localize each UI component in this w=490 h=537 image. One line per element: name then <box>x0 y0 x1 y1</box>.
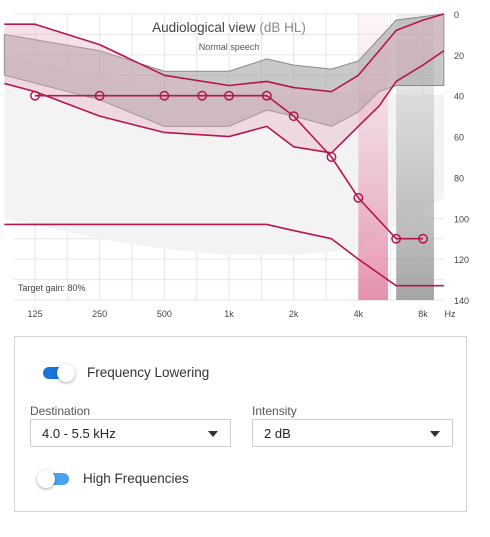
gray-range-area <box>3 13 445 127</box>
chart-title: Audiological view (dB HL) <box>152 20 306 35</box>
high-frequencies-toggle[interactable] <box>37 469 69 488</box>
markers <box>30 90 428 244</box>
y-tick-label: 40 <box>454 92 464 102</box>
lower-range-curve <box>4 50 445 154</box>
target-gain-label: Target gain: 80% <box>18 283 86 293</box>
audiogram-chart: 0 20 40 60 80 100 120 140 125 250 500 1k 2k 4k 8k Audi… <box>3 10 469 319</box>
threshold-point <box>30 90 40 101</box>
threshold-point <box>326 152 337 162</box>
chart-subtitle: Normal speech <box>199 42 260 52</box>
frequency-lowering-label: Frequency Lowering <box>87 365 210 380</box>
y-tick-label: 140 <box>454 296 469 306</box>
frequency-lowering-row: Frequency Lowering <box>43 363 210 382</box>
x-tick-label: 125 <box>27 309 42 319</box>
threshold-point <box>159 90 170 101</box>
threshold-point <box>353 192 364 203</box>
range-areas <box>3 13 445 153</box>
threshold-point <box>391 233 402 244</box>
threshold-point <box>288 111 299 122</box>
toggle-knob <box>37 469 55 488</box>
high-frequencies-label: High Frequencies <box>83 471 189 486</box>
threshold-curve <box>35 94 423 240</box>
intensity-select[interactable]: 2 dB <box>252 419 453 447</box>
threshold-point <box>94 90 105 101</box>
curves <box>4 13 445 287</box>
x-unit-label: Hz <box>445 309 456 319</box>
chevron-down-icon <box>430 431 440 437</box>
settings-panel: Frequency Lowering Destination 4.0 - 5.5… <box>14 336 467 512</box>
x-tick-label: 250 <box>92 309 107 319</box>
threshold-point <box>418 233 428 244</box>
toggle-knob <box>57 363 75 382</box>
frequency-lowering-toggle[interactable] <box>43 363 75 382</box>
y-tick-label: 20 <box>454 51 464 61</box>
x-tick-label: 500 <box>157 309 172 319</box>
upper-range-curve <box>4 13 445 93</box>
threshold-point <box>197 90 208 101</box>
intensity-value: 2 dB <box>264 425 291 441</box>
y-tick-label: 0 <box>454 10 459 20</box>
y-tick-label: 80 <box>454 173 464 183</box>
destination-value: 4.0 - 5.5 kHz <box>42 425 116 441</box>
destination-select[interactable]: 4.0 - 5.5 kHz <box>30 419 231 447</box>
intensity-label: Intensity <box>252 404 297 418</box>
y-tick-label: 120 <box>454 255 469 265</box>
x-tick-label: 1k <box>224 309 234 319</box>
x-tick-label: 8k <box>418 309 428 319</box>
destination-label: Destination <box>30 404 91 418</box>
uncomfortable-level-curve <box>4 223 444 287</box>
x-tick-label: 4k <box>354 309 364 319</box>
chevron-down-icon <box>208 431 218 437</box>
pink-range-area <box>4 14 444 153</box>
audiogram-svg: 0 20 40 60 80 100 120 140 125 250 500 1k 2k 4k 8k Audi… <box>3 10 469 319</box>
threshold-point <box>261 90 272 101</box>
threshold-point <box>224 90 234 101</box>
y-tick-label: 100 <box>454 214 469 224</box>
x-tick-label: 2k <box>289 309 299 319</box>
y-tick-label: 60 <box>454 133 464 143</box>
high-frequencies-row: High Frequencies <box>37 469 189 488</box>
axes: 0 20 40 60 80 100 120 140 125 250 500 1k 2k 4k 8k <box>27 10 469 319</box>
